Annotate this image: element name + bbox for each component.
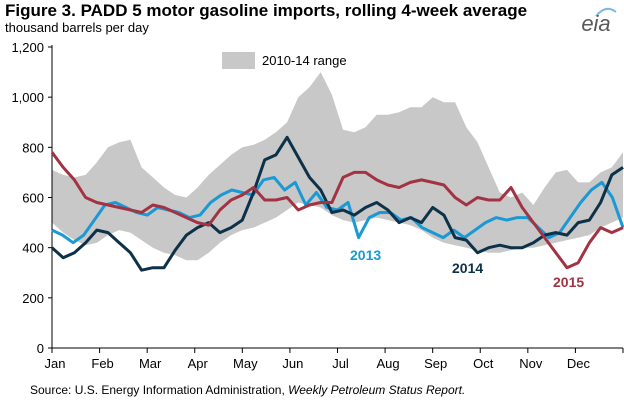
series-line-2015 <box>50 151 624 270</box>
legend-label: 2010-14 range <box>262 53 347 68</box>
x-tick-label: Apr <box>188 356 209 371</box>
source-prefix: Source: U.S. Energy Information Administ… <box>30 383 289 397</box>
series-line-2014 <box>51 135 624 272</box>
logo-text: eia <box>581 11 611 36</box>
y-tick-label: 600 <box>22 191 44 206</box>
chart-subtitle: thousand barrels per day <box>5 20 149 35</box>
source-report: Weekly Petroleum Status Report. <box>288 383 466 397</box>
series-label-2013: 2013 <box>350 247 381 263</box>
series-label-2015: 2015 <box>553 274 584 290</box>
x-tick-label: Feb <box>91 356 113 371</box>
x-tick-label: Jun <box>282 356 303 371</box>
source-note: Source: U.S. Energy Information Administ… <box>30 383 465 397</box>
y-tick-label: 200 <box>22 291 44 306</box>
x-tick-label: Mar <box>139 356 162 371</box>
x-tick-label: Jul <box>332 356 349 371</box>
x-tick-label: Jan <box>45 356 66 371</box>
range-band <box>52 72 623 261</box>
chart-title: Figure 3. PADD 5 motor gasoline imports,… <box>5 1 528 20</box>
logo-arc <box>595 7 617 17</box>
logo-arc-icon <box>595 7 617 17</box>
x-tick-label: May <box>233 356 258 371</box>
y-tick-label: 1,000 <box>11 90 44 105</box>
x-tick-label: Aug <box>377 356 400 371</box>
y-tick-label: 0 <box>37 341 44 356</box>
y-tick-label: 400 <box>22 241 44 256</box>
x-tick-label: Sep <box>424 356 447 371</box>
legend-swatch <box>222 52 255 69</box>
series-label-2014: 2014 <box>452 260 483 276</box>
x-tick-label: Oct <box>473 356 494 371</box>
y-tick-label: 800 <box>22 140 44 155</box>
eia-logo: eia <box>574 6 618 40</box>
y-tick-label: 1,200 <box>11 40 44 55</box>
x-tick-label: Dec <box>567 356 591 371</box>
x-tick-label: Nov <box>519 356 543 371</box>
